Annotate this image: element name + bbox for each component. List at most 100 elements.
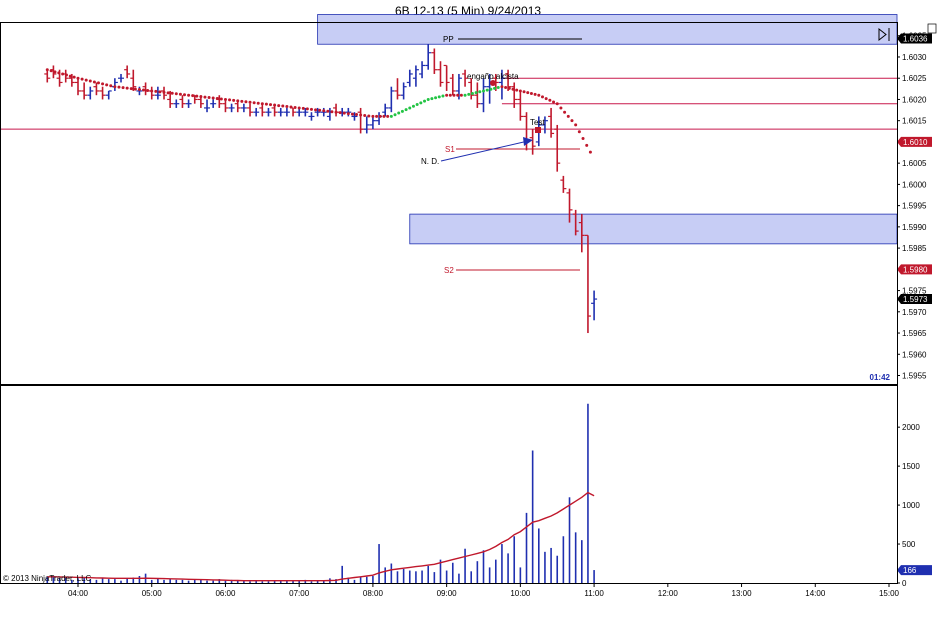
sma-dot — [125, 86, 129, 90]
sma-dot — [511, 87, 515, 91]
sma-dot — [452, 93, 456, 97]
sma-dot — [404, 108, 408, 112]
ohlc-bar — [44, 69, 51, 83]
ohlc-bar — [124, 65, 131, 79]
ohlc-bar — [265, 107, 272, 117]
ohlc-bar — [376, 112, 383, 125]
sma-dot — [470, 92, 474, 96]
sma-dot — [195, 94, 199, 98]
ohlc-bar — [388, 86, 395, 113]
ohlc-bar — [511, 82, 518, 108]
ohlc-bar — [314, 107, 321, 117]
test-marker-icon — [535, 127, 541, 133]
sma-dot — [252, 101, 256, 105]
sma-dot — [248, 100, 252, 104]
volume-tick-label: 1000 — [902, 501, 920, 510]
sma-dot — [105, 83, 109, 87]
ohlc-bar — [210, 99, 217, 108]
sma-dot — [72, 75, 76, 79]
time-tick-label: 04:00 — [68, 589, 89, 598]
sma-dot — [526, 91, 530, 95]
sma-dot — [445, 93, 449, 97]
ohlc-bar — [369, 116, 376, 130]
sma-dot — [574, 123, 578, 127]
ohlc-bar — [406, 69, 413, 87]
axes-layer: 1.60351.60301.60251.60201.60151.60101.60… — [68, 32, 932, 598]
time-tick-label: 07:00 — [289, 589, 310, 598]
bar-timer: 01:42 — [870, 373, 891, 382]
sma-dot — [53, 70, 57, 74]
ohlc-bar — [204, 99, 211, 113]
volume-tick-label: 0 — [902, 579, 907, 588]
sma-dot — [415, 103, 419, 107]
sma-dot — [448, 93, 452, 97]
volume-tick-label: 1500 — [902, 462, 920, 471]
time-tick-label: 09:00 — [437, 589, 458, 598]
ohlc-bar — [529, 129, 536, 155]
sma-dot — [493, 86, 497, 90]
ohlc-bar — [443, 64, 450, 91]
sma-dot — [346, 112, 350, 116]
sma-dot — [170, 91, 174, 95]
copyright-text: © 2013 NinjaTrader, LLC — [3, 574, 92, 583]
sma-dot — [363, 113, 367, 117]
sma-dot — [64, 73, 68, 77]
sma-dot — [334, 110, 338, 114]
ohlc-bar — [351, 112, 358, 121]
sma-dot — [293, 105, 297, 109]
ohlc-bar — [105, 90, 112, 100]
sma-dot — [537, 93, 541, 97]
play-icon[interactable] — [878, 27, 887, 42]
sma-dot — [273, 103, 277, 107]
price-tick-label: 1.5990 — [902, 223, 927, 232]
sma-dot — [215, 97, 219, 101]
sma-dot — [203, 95, 207, 99]
sma-dot — [489, 87, 493, 91]
top-price-badge-text: 1.6036 — [903, 35, 928, 44]
ohlc-bar — [462, 69, 469, 87]
price-tick-label: 1.6000 — [902, 180, 927, 189]
sma-dot — [485, 88, 489, 92]
s2-price-badge-text: 1.5980 — [903, 265, 928, 274]
ohlc-bar — [179, 95, 186, 108]
sma-dot — [289, 105, 293, 109]
pp-label: PP — [443, 35, 454, 44]
price-tick-label: 1.5975 — [902, 287, 927, 296]
price-tick-label: 1.6030 — [902, 53, 927, 62]
sma-dot — [301, 106, 305, 110]
price-tick-label: 1.5965 — [902, 329, 927, 338]
sma-dot — [113, 85, 117, 89]
engano-marker-icon — [490, 80, 496, 86]
panel-toggle-icon[interactable] — [927, 23, 937, 34]
sma-dot — [326, 109, 330, 113]
sma-layer — [45, 68, 592, 154]
levels-layer — [0, 77, 897, 130]
ohlc-bar — [154, 86, 161, 100]
sma-dot — [437, 95, 441, 99]
sma-dot — [191, 94, 195, 98]
sma-dot — [146, 88, 150, 92]
sma-dot — [49, 69, 53, 73]
sma-dot — [504, 86, 508, 90]
sma-dot — [260, 102, 264, 106]
sma-dot — [552, 100, 556, 104]
sma-dot — [419, 101, 423, 105]
ohlc-bar — [130, 69, 137, 91]
sma-dot — [496, 86, 500, 90]
sma-dot — [322, 109, 326, 113]
sma-dot — [367, 114, 371, 118]
sma-dot — [199, 95, 203, 99]
sma-dot — [129, 87, 133, 91]
sma-dot — [467, 92, 471, 96]
ohlc-bar — [111, 78, 118, 91]
sma-dot — [162, 90, 166, 94]
price-tick-label: 1.6025 — [902, 74, 927, 83]
sma-dot — [228, 98, 232, 102]
ohlc-bar — [277, 107, 284, 117]
ohlc-bar — [554, 124, 561, 172]
sma-dot — [400, 109, 404, 113]
sma-dot — [555, 102, 559, 106]
ohlc-bar — [541, 116, 548, 134]
zone-0 — [317, 14, 898, 45]
sma-dot — [314, 108, 318, 112]
